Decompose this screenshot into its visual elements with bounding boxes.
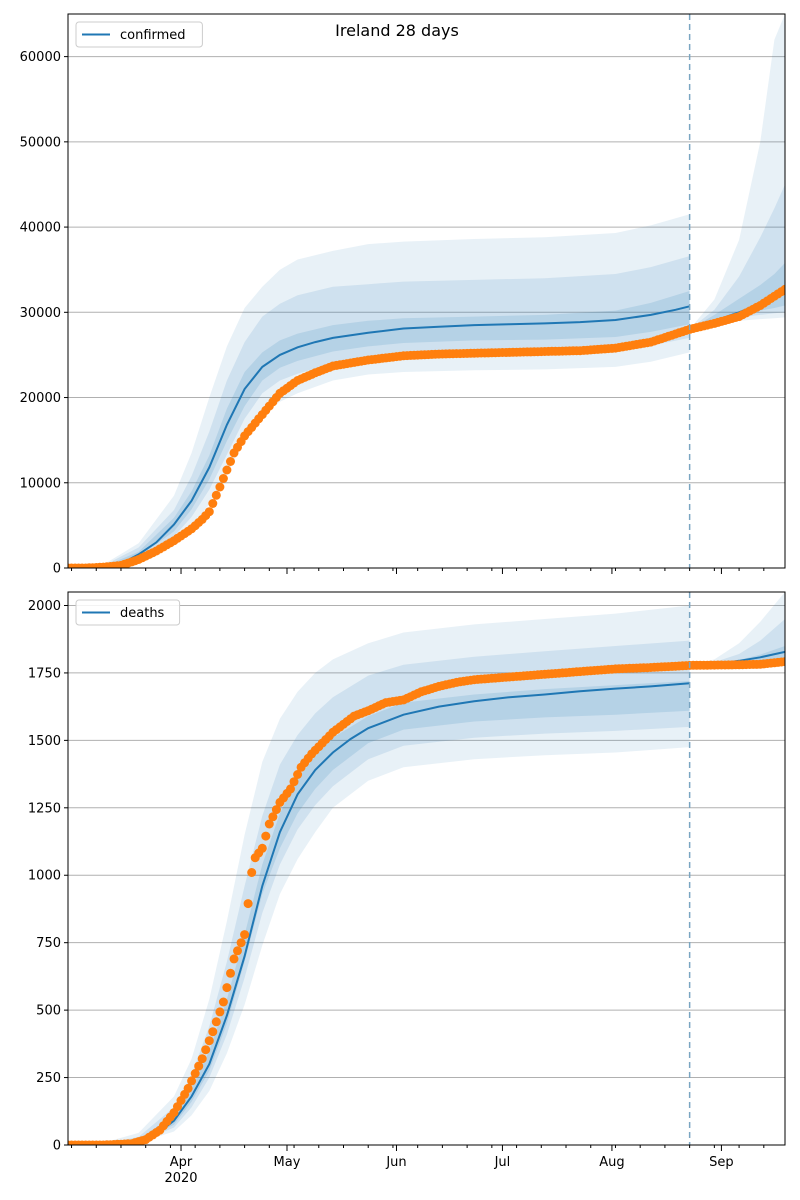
forecast-band-middle xyxy=(689,184,785,330)
legend-box xyxy=(75,21,203,48)
legend-label: deaths xyxy=(120,606,165,621)
y-tick-label: 500 xyxy=(36,1004,61,1019)
confirmed-chart: 0 10000 20000 30000 40000 50000 60000 confirmed… xyxy=(20,13,786,577)
observed-point xyxy=(240,930,250,940)
plot-area xyxy=(68,14,785,568)
legend-box xyxy=(75,599,181,626)
observed-point xyxy=(229,954,239,964)
observed-point xyxy=(780,657,785,667)
y-tick-label: 1250 xyxy=(28,801,61,816)
model-median-line xyxy=(68,682,690,1145)
y-tick-label: 0 xyxy=(53,562,61,577)
observed-point xyxy=(215,482,225,492)
uncertainty-band-outer xyxy=(68,214,690,568)
observed-point xyxy=(243,899,253,909)
observed-point xyxy=(197,1054,207,1064)
observed-point xyxy=(257,843,267,853)
y-tick-label: 750 xyxy=(36,936,61,951)
observed-point xyxy=(218,474,228,483)
x-tick-label: Jul xyxy=(494,1155,511,1170)
observed-point xyxy=(293,770,303,779)
legend: deaths xyxy=(75,599,181,626)
observed-point xyxy=(194,1061,204,1071)
y-tick-label: 1500 xyxy=(28,734,61,749)
observed-point xyxy=(286,784,295,794)
forecast-band-inner xyxy=(689,262,785,330)
uncertainty-band-middle xyxy=(68,640,690,1145)
y-tick-label: 2000 xyxy=(28,599,61,614)
deaths-chart: 0 250 500 750 1000 1250 1500 1750 2000 Apr May Jun J… xyxy=(28,591,786,1186)
observed-point xyxy=(222,983,232,993)
observed-point xyxy=(211,490,221,500)
uncertainty-band-middle xyxy=(68,256,690,568)
observed-series xyxy=(68,657,785,1145)
x-tick-label: Apr xyxy=(170,1155,193,1170)
forecast-band-outer xyxy=(689,14,785,330)
observed-point xyxy=(187,1076,197,1086)
y-tick-label: 40000 xyxy=(20,221,61,236)
observed-point xyxy=(208,1027,218,1037)
y-tick-label: 60000 xyxy=(20,50,61,65)
observed-point xyxy=(233,946,242,956)
forecast-band-outer xyxy=(689,592,785,666)
observed-point xyxy=(226,457,235,466)
observed-point xyxy=(204,507,214,517)
chart-title: Ireland 28 days xyxy=(335,21,459,40)
uncertainty-band-inner xyxy=(68,681,690,1145)
observed-point xyxy=(201,1045,211,1055)
axes-frame xyxy=(67,13,786,569)
y-tick-label: 30000 xyxy=(20,306,61,321)
forecast-band-middle xyxy=(689,619,785,666)
y-tick-label: 250 xyxy=(36,1071,61,1086)
y-tick-label: 0 xyxy=(53,1139,61,1154)
observed-point xyxy=(780,284,785,294)
observed-point xyxy=(183,1083,193,1093)
x-tick-label: Aug xyxy=(599,1155,624,1170)
observed-series xyxy=(68,284,785,568)
observed-point xyxy=(236,938,246,948)
y-tick-label: 50000 xyxy=(20,135,61,150)
observed-point xyxy=(247,868,257,877)
y-tick-label: 1750 xyxy=(28,666,61,681)
observed-point xyxy=(226,968,235,978)
plot-area xyxy=(68,592,785,1145)
observed-point xyxy=(264,819,274,829)
observed-point xyxy=(268,812,278,822)
axes-frame xyxy=(67,591,786,1146)
y-tick-label: 20000 xyxy=(20,391,61,406)
observed-point xyxy=(261,831,271,841)
y-tick-label: 1000 xyxy=(28,869,61,884)
observed-point xyxy=(190,1069,200,1078)
observed-point xyxy=(211,1017,221,1027)
observed-point xyxy=(222,465,232,475)
x-tick-label: Sep xyxy=(709,1155,734,1170)
observed-point xyxy=(271,805,281,815)
legend-label: confirmed xyxy=(120,28,186,43)
observed-point xyxy=(289,777,299,787)
model-median-line xyxy=(68,305,690,568)
y-tick-label: 10000 xyxy=(20,476,61,491)
observed-point xyxy=(215,1007,225,1017)
x-year-label: 2020 xyxy=(164,1171,197,1186)
observed-point xyxy=(204,1036,214,1046)
observed-point xyxy=(208,499,218,508)
observed-point xyxy=(218,997,228,1007)
x-tick-label: Jun xyxy=(385,1155,406,1170)
x-tick-label: May xyxy=(274,1155,301,1170)
legend: confirmed xyxy=(75,21,203,48)
